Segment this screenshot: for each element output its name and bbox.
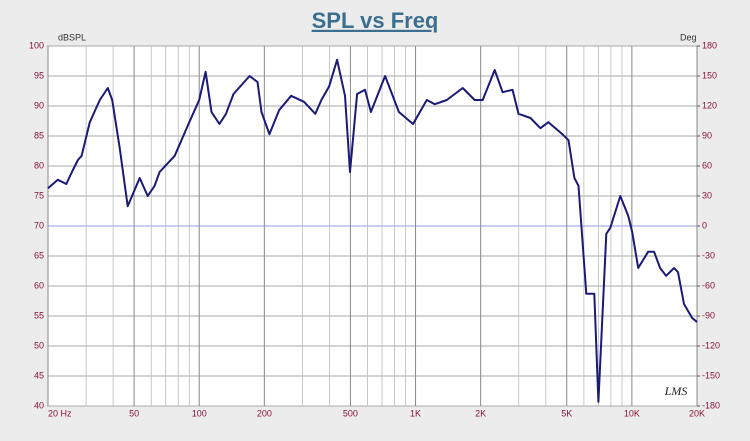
- y2-tick-label: 90: [702, 130, 712, 140]
- y2-tick-label: -60: [702, 280, 715, 290]
- x-tick-label: 20K: [689, 408, 705, 418]
- y2-axis-label: Deg: [680, 32, 697, 42]
- x-tick-label: 50: [129, 408, 139, 418]
- x-tick-label: 100: [192, 408, 207, 418]
- y2-tick-label: -90: [702, 310, 715, 320]
- y2-tick-label: -120: [702, 340, 720, 350]
- x-tick-label: 10K: [624, 408, 640, 418]
- y2-tick-label: 180: [702, 40, 717, 50]
- y-tick-label: 85: [34, 130, 44, 140]
- marks: [47, 58, 698, 403]
- y-tick-label: 60: [34, 280, 44, 290]
- x-tick-label: 500: [343, 408, 358, 418]
- x-tick-label: 5K: [561, 408, 572, 418]
- y-tick-label: 80: [34, 160, 44, 170]
- y-tick-label: 65: [34, 250, 44, 260]
- x-tick-label: 200: [257, 408, 272, 418]
- y-tick-label: 90: [34, 100, 44, 110]
- y-tick-label: 75: [34, 190, 44, 200]
- y2-tick-label: 30: [702, 190, 712, 200]
- y2-tick-label: 0: [702, 220, 707, 230]
- y2-tick-label: 60: [702, 160, 712, 170]
- y2-tick-label: -30: [702, 250, 715, 260]
- y-tick-label: 100: [29, 40, 44, 50]
- x-tick-label: 1K: [410, 408, 421, 418]
- spl-line: [47, 58, 698, 403]
- y2-tick-label: 120: [702, 100, 717, 110]
- x-tick-label: 2K: [475, 408, 486, 418]
- chart-title: SPL vs Freq: [312, 8, 439, 33]
- y-tick-label: 40: [34, 400, 44, 410]
- grid: [47, 45, 700, 407]
- y-tick-label: 95: [34, 70, 44, 80]
- y-axis-label: dBSPL: [58, 32, 86, 42]
- y2-tick-label: -180: [702, 400, 720, 410]
- x-tick-label: 20 Hz: [48, 408, 72, 418]
- y2-tick-label: 150: [702, 70, 717, 80]
- y-tick-label: 70: [34, 220, 44, 230]
- y-tick-label: 50: [34, 340, 44, 350]
- y-tick-label: 55: [34, 310, 44, 320]
- y2-tick-label: -150: [702, 370, 720, 380]
- watermark: LMS: [664, 384, 688, 398]
- y-tick-label: 45: [34, 370, 44, 380]
